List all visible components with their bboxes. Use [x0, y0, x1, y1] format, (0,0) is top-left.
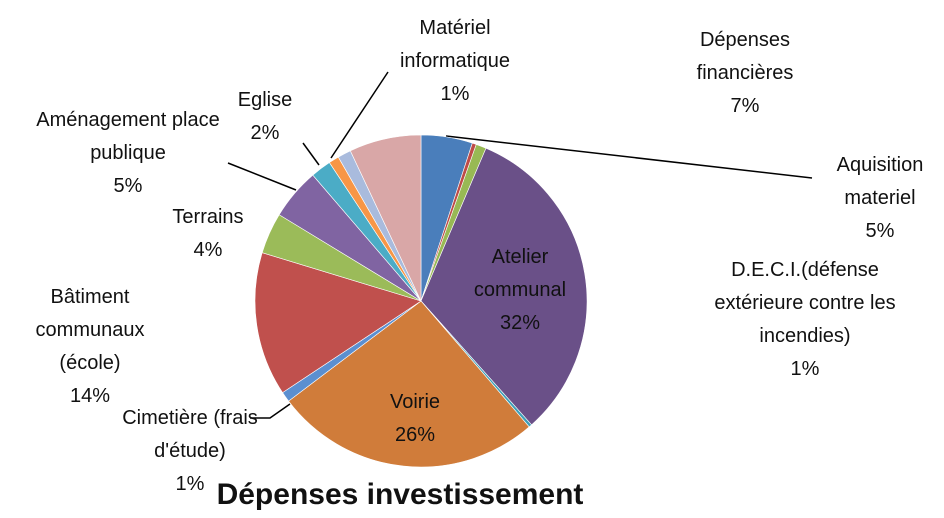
slice-label: Aquisition materiel 5%	[815, 149, 944, 248]
category-label: Matériel informatique	[399, 17, 511, 72]
category-label: Voirie	[389, 391, 441, 413]
slice-label: Eglise 2%	[225, 84, 305, 150]
slice-label: Cimetière (frais d'étude) 1%	[110, 402, 270, 501]
category-label: Eglise	[237, 89, 293, 111]
slices	[254, 134, 588, 468]
category-label: Aménagement place publique	[36, 109, 220, 164]
slice-label: Atelier communal 32%	[455, 241, 585, 340]
category-label: Terrains	[172, 206, 244, 228]
leader-line	[250, 403, 291, 419]
slice-label: D.E.C.I.(défense extérieure contre les i…	[705, 254, 905, 386]
leader-line	[330, 71, 389, 159]
value-label: 5%	[113, 175, 143, 197]
value-label: 4%	[193, 239, 223, 261]
value-label: 26%	[394, 424, 436, 446]
leader-line	[302, 142, 320, 166]
category-label: Dépenses financières	[696, 29, 794, 84]
pie-slice	[254, 252, 422, 393]
slice-label: Dépenses financières 7%	[680, 24, 810, 123]
category-label: Aquisition materiel	[836, 154, 924, 209]
slice-label: Terrains 4%	[153, 201, 263, 267]
value-label: 1%	[175, 473, 205, 495]
value-label: 32%	[499, 312, 541, 334]
value-label: 1%	[790, 358, 820, 380]
category-label: Cimetière (frais d'étude)	[122, 407, 258, 462]
leader-lines	[227, 71, 813, 419]
pie-slice	[349, 134, 422, 302]
value-label: 7%	[730, 95, 760, 117]
slice-label: Voirie 26%	[365, 386, 465, 452]
slice-label: Bâtiment communaux (école) 14%	[20, 281, 160, 413]
category-label: Bâtiment communaux (école)	[35, 286, 145, 374]
category-label: Atelier communal	[473, 246, 567, 301]
slice-label: Matériel informatique 1%	[385, 12, 525, 111]
value-label: 5%	[865, 220, 895, 242]
chart-title: Dépenses investissement	[216, 478, 584, 511]
value-label: 2%	[250, 122, 280, 144]
category-label: D.E.C.I.(défense extérieure contre les i…	[714, 259, 896, 347]
value-label: 14%	[69, 385, 111, 407]
leader-line	[227, 162, 297, 191]
pie-slice	[288, 300, 530, 468]
pie-slice	[420, 147, 588, 426]
value-label: 1%	[440, 83, 470, 105]
slice-label: Aménagement place publique 5%	[33, 104, 223, 203]
leader-line	[445, 135, 813, 179]
